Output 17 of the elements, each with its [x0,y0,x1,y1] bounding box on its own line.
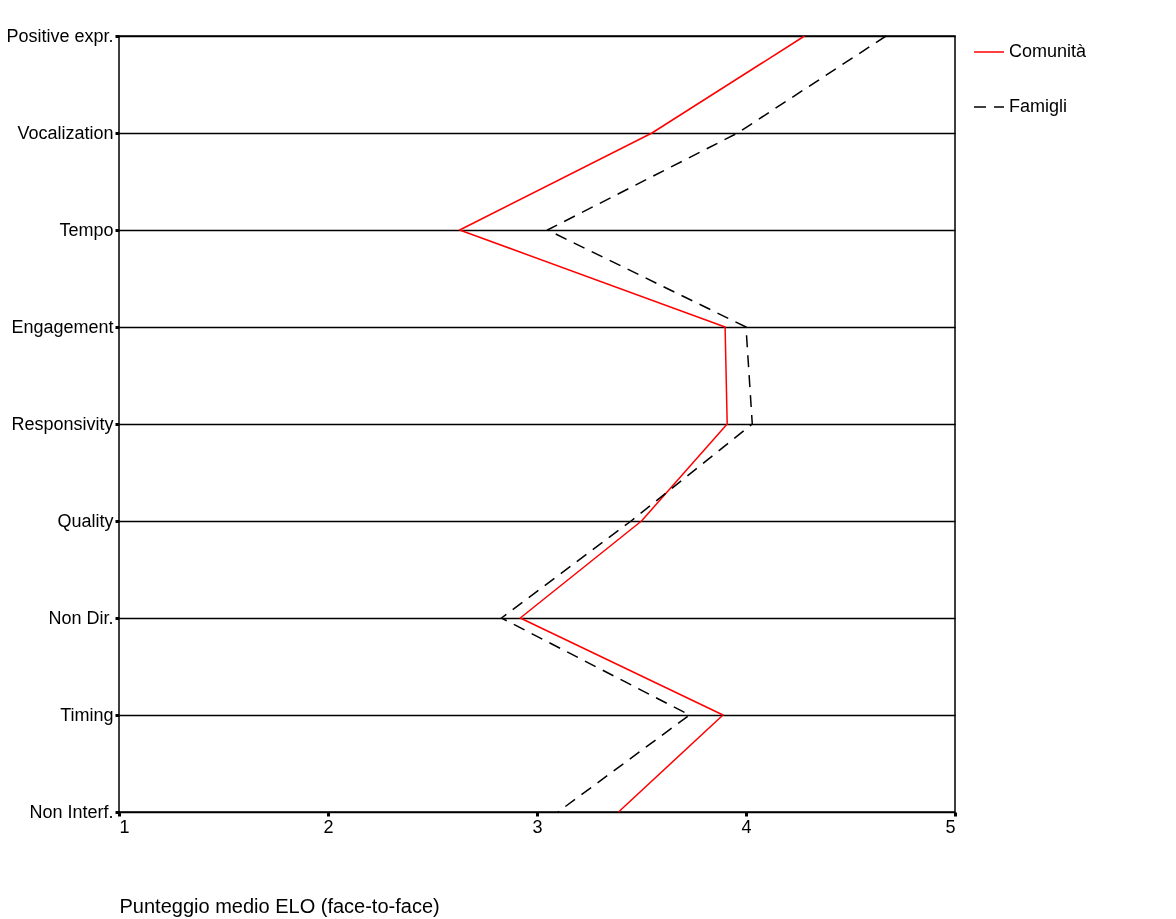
y-tick-label: Non Interf. [29,801,114,822]
y-tick-label: Quality [57,510,114,531]
legend-label: Famigli [1009,96,1068,116]
x-tick-label: 5 [945,816,956,837]
y-tick-label: Responsivity [11,413,114,434]
y-tick-label: Timing [60,704,114,725]
y-tick-label: Non Dir. [48,607,114,628]
x-axis-title: Punteggio medio ELO (face-to-face) [119,894,440,917]
x-tick-label: 4 [741,816,752,837]
y-tick-label: Tempo [59,219,114,240]
x-tick-label: 2 [323,816,334,837]
x-tick-label: 1 [119,816,130,837]
x-tick-label: 3 [532,816,543,837]
y-tick-label: Engagement [11,316,114,337]
y-tick-label: Positive expr. [6,25,114,46]
legend-label: Comunità [1009,41,1088,61]
y-tick-label: Vocalization [17,122,114,143]
